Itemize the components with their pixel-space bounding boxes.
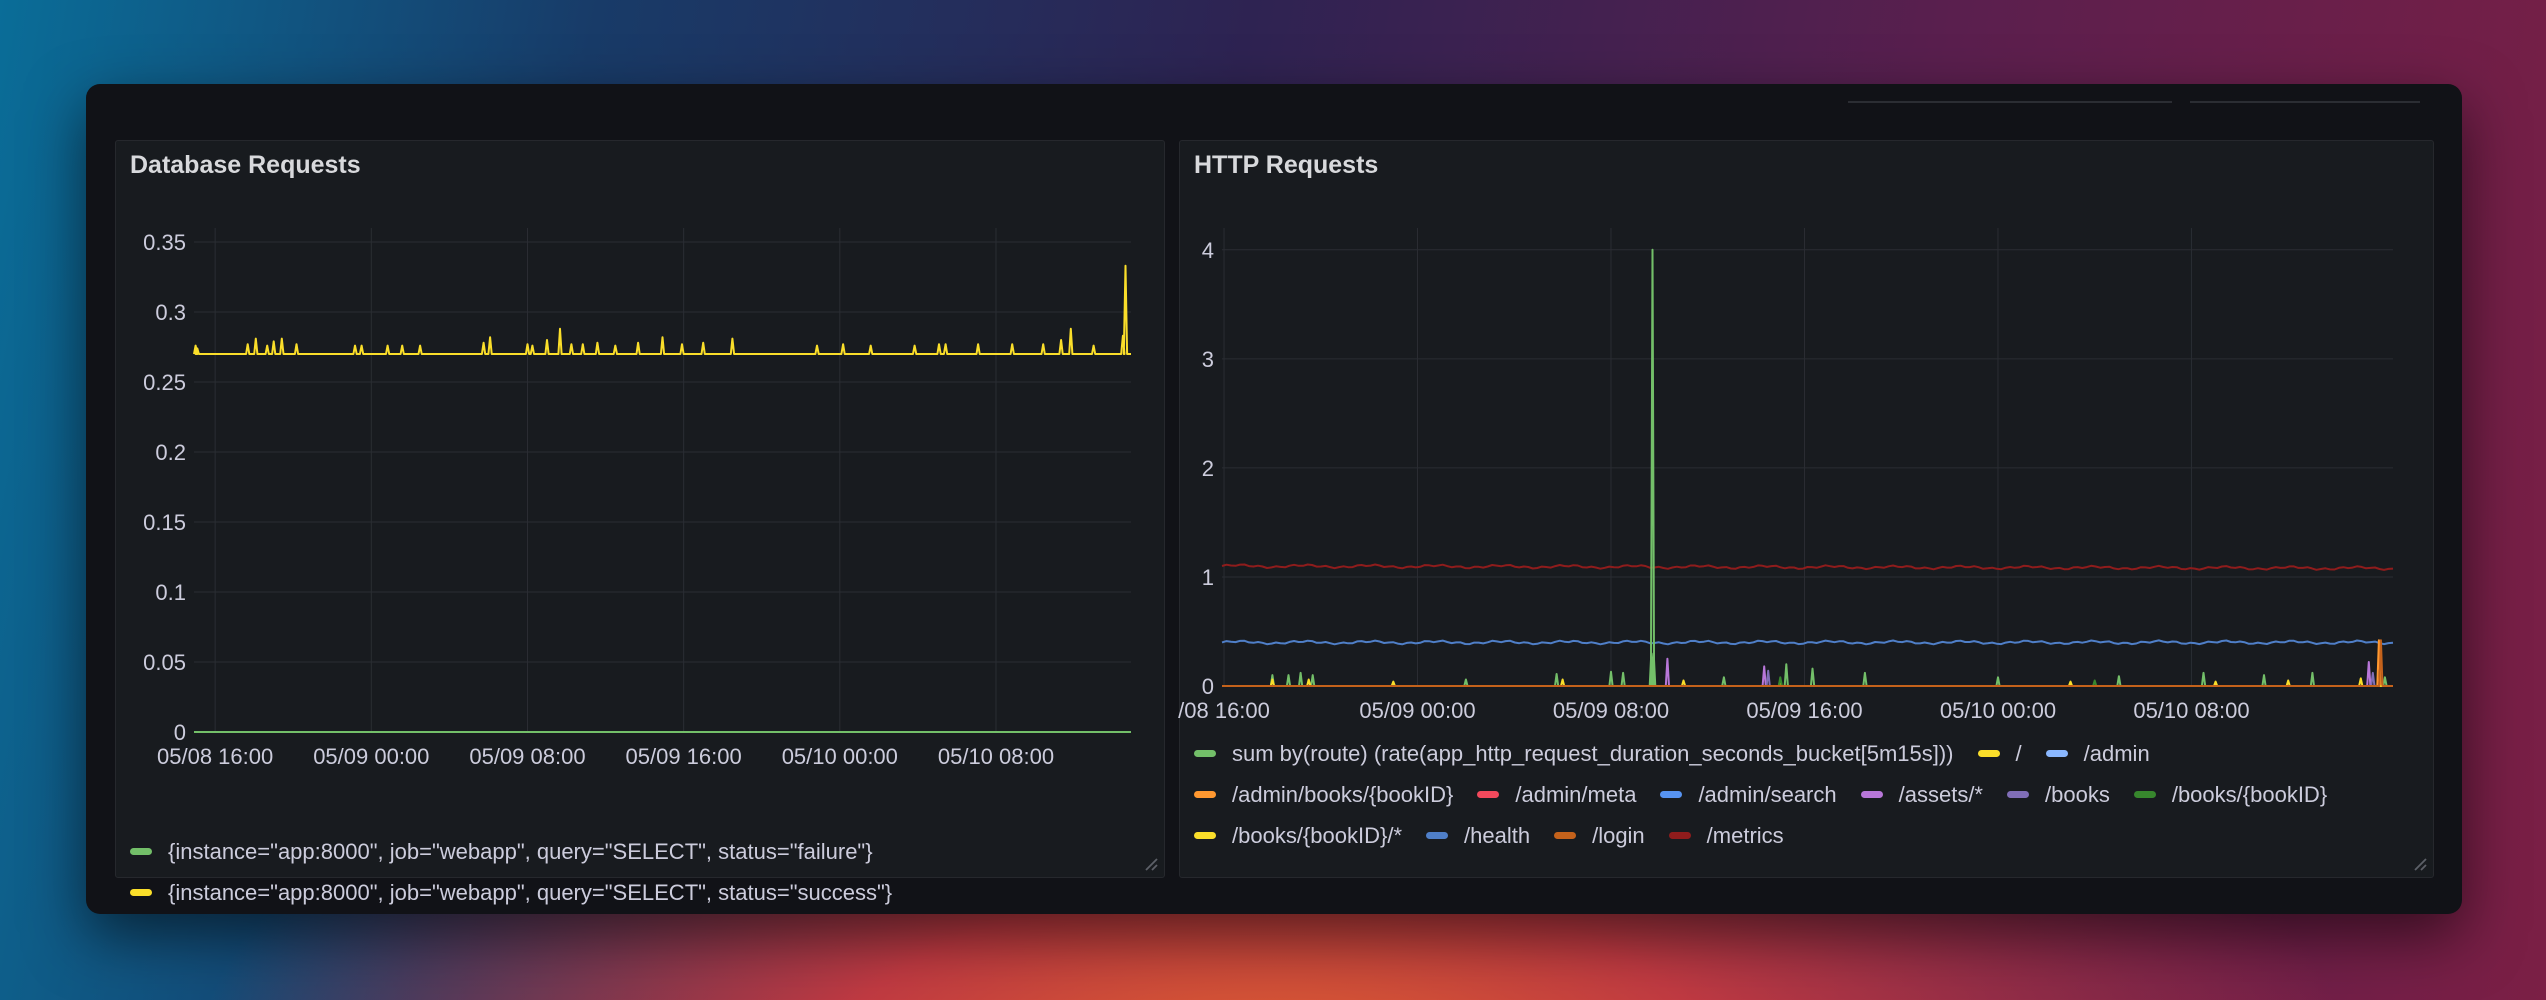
series-line: [1222, 639, 2393, 687]
legend-label: /admin: [2083, 740, 2150, 766]
legend-item[interactable]: sum by(route) (rate(app_http_request_dur…: [1194, 733, 1954, 774]
legend-item[interactable]: /metrics: [1668, 815, 1784, 856]
legend-item[interactable]: /: [1977, 733, 2022, 774]
legend-swatch: [1194, 791, 1216, 798]
legend-item[interactable]: /health: [1426, 815, 1530, 856]
legend-item[interactable]: /assets/*: [1860, 774, 1983, 815]
series-line: [1221, 563, 2394, 571]
legend-item[interactable]: /admin: [2045, 733, 2150, 774]
x-tick-label: 05/09 08:00: [469, 744, 585, 769]
resize-handle-icon[interactable]: [1142, 855, 1158, 871]
legend-swatch: [1194, 832, 1216, 839]
legend-label: /health: [1464, 822, 1531, 848]
legend-swatch: [2133, 791, 2156, 798]
legend-swatch: [1660, 791, 1683, 798]
y-tick-label: 0: [1202, 674, 1214, 699]
legend-item[interactable]: /admin/search: [1660, 774, 1837, 815]
legend-label: /admin/meta: [1515, 781, 1637, 807]
panel-title: Database Requests: [130, 151, 361, 179]
legend-swatch: [130, 848, 152, 855]
legend-item[interactable]: /books: [2007, 774, 2110, 815]
x-tick-label: 05/09 08:00: [1553, 698, 1669, 723]
y-tick-label: 0.05: [143, 650, 186, 675]
y-tick-label: 0.2: [155, 440, 186, 465]
legend-label: /metrics: [1706, 822, 1784, 848]
http-requests-panel[interactable]: HTTP Requests 0 1 2 3 4/08 16:00 05/09 00:00 0…: [1178, 140, 2434, 878]
panel-title: HTTP Requests: [1194, 151, 1379, 179]
series-line: [1222, 657, 2393, 687]
legend-label: /admin/books/{bookID}: [1232, 781, 1454, 807]
resize-handle-icon[interactable]: [2411, 855, 2427, 871]
series-line: [1222, 678, 2393, 687]
time-range-picker-underline[interactable]: [1848, 101, 2172, 103]
y-tick-label: 2: [1202, 456, 1214, 481]
refresh-picker-underline[interactable]: [2190, 101, 2420, 103]
database-requests-chart: 0 0.05 0.1 0.15 0.2 0.25 0.3 0.35 05/08 16:00 05/…: [143, 228, 1131, 769]
http-requests-chart: 0 1 2 3 4/08 16:00 05/09 00:00 05/09 08:00 05/0…: [1178, 228, 2394, 723]
legend-label: {instance="app:8000", job="webapp", quer…: [168, 838, 873, 864]
legend-item[interactable]: {instance="app:8000", job="webapp", quer…: [130, 831, 873, 872]
database-requests-panel[interactable]: Database Requests 0 0.05 0.1 0.15 0.2 0.25 0.3…: [115, 140, 1165, 905]
x-tick-label: 05/10 00:00: [782, 744, 898, 769]
legend-swatch: [1194, 750, 1216, 757]
y-tick-label: 0.35: [143, 230, 186, 255]
x-tick-label: 05/09 00:00: [313, 744, 429, 769]
legend-label: /admin/search: [1698, 781, 1837, 807]
legend-item[interactable]: /books/{bookID}: [2133, 774, 2328, 815]
legend-label: {instance="app:8000", job="webapp", quer…: [168, 879, 893, 905]
legend-swatch: [2045, 750, 2068, 757]
x-tick-label: 05/10 08:00: [2133, 698, 2249, 723]
series-line: [1221, 639, 2394, 646]
chart-legend: sum by(route) (rate(app_http_request_dur…: [1194, 733, 2424, 856]
y-tick-label: 3: [1202, 347, 1214, 372]
legend-swatch: [1477, 791, 1500, 798]
x-tick-label: 05/09 00:00: [1359, 698, 1475, 723]
x-tick-label: 05/08 16:00: [157, 744, 273, 769]
legend-label: /books/{bookID}: [2171, 781, 2328, 807]
y-tick-label: 0.25: [143, 370, 186, 395]
legend-swatch: [2007, 791, 2029, 798]
legend-label: /assets/*: [1898, 781, 1983, 807]
legend-item[interactable]: /books/{bookID}/*: [1194, 815, 1402, 856]
legend-item[interactable]: {instance="app:8000", job="webapp", quer…: [130, 872, 892, 913]
x-tick-label: 05/10 08:00: [938, 744, 1054, 769]
legend-label: /login: [1592, 822, 1645, 848]
y-tick-label: 1: [1202, 565, 1214, 590]
legend-label: /books: [2045, 781, 2110, 807]
y-tick-label: 0.15: [143, 510, 186, 535]
series-line: [1222, 639, 2393, 687]
x-tick-label: /08 16:00: [1178, 698, 1270, 723]
y-tick-label: 0: [174, 720, 186, 745]
y-tick-label: 4: [1202, 238, 1214, 263]
legend-item[interactable]: /admin/books/{bookID}: [1194, 774, 1453, 815]
series-line: [193, 264, 1131, 355]
x-tick-label: 05/09 16:00: [1746, 698, 1862, 723]
legend-label: /books/{bookID}/*: [1232, 822, 1403, 848]
legend-swatch: [130, 889, 152, 896]
legend-item[interactable]: /admin/meta: [1477, 774, 1636, 815]
dashboard-frame: Database Requests 0 0.05 0.1 0.15 0.2 0.25 0.3…: [86, 84, 2462, 914]
chart-legend: {instance="app:8000", job="webapp", quer…: [130, 831, 1164, 913]
y-tick-label: 0.3: [155, 300, 186, 325]
legend-label: /: [2015, 740, 2022, 766]
series-line: [1222, 248, 2393, 687]
legend-swatch: [1860, 791, 1883, 798]
legend-swatch: [1977, 750, 2000, 757]
y-tick-label: 0.1: [155, 580, 186, 605]
x-tick-label: 05/10 00:00: [1940, 698, 2056, 723]
legend-label: sum by(route) (rate(app_http_request_dur…: [1232, 740, 1954, 766]
legend-swatch: [1668, 832, 1691, 839]
legend-swatch: [1554, 832, 1577, 839]
legend-item[interactable]: /login: [1554, 815, 1645, 856]
legend-swatch: [1426, 832, 1449, 839]
x-tick-label: 05/09 16:00: [626, 744, 742, 769]
